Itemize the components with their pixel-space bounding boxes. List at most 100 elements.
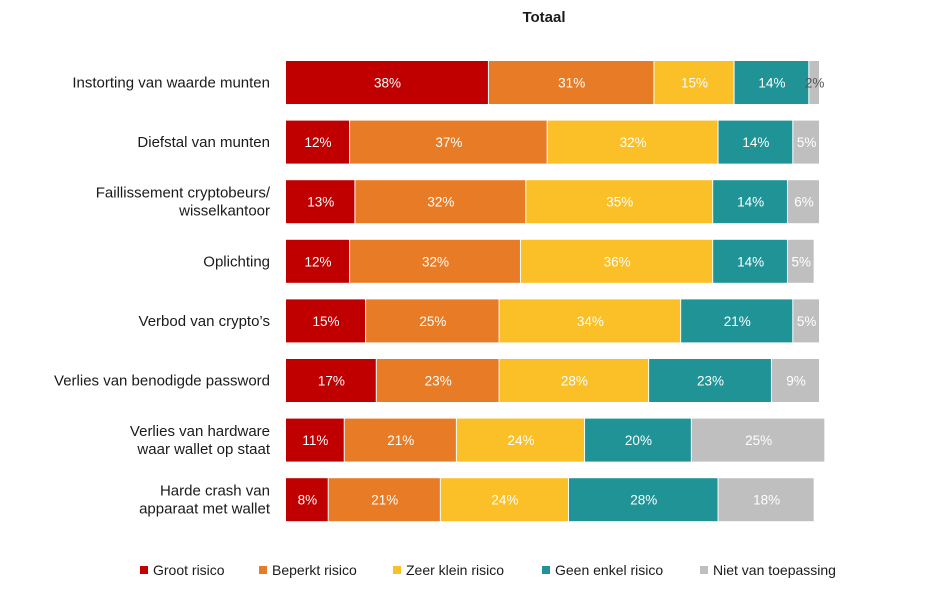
bar-segment <box>681 299 793 343</box>
bar-segment <box>350 120 547 164</box>
data-label: 5% <box>797 135 817 150</box>
legend-label: Zeer klein risico <box>406 562 504 578</box>
data-label: 2% <box>805 76 825 91</box>
bar-segment <box>718 478 814 522</box>
data-label: 8% <box>298 493 318 508</box>
bar-segment <box>286 61 488 104</box>
data-label: 34% <box>577 314 604 329</box>
data-label: 11% <box>302 433 328 448</box>
bar-segment <box>366 299 499 343</box>
data-label: 32% <box>422 254 449 269</box>
data-label: 35% <box>606 195 633 210</box>
category-label: Harde crash van <box>160 483 270 500</box>
data-label: 12% <box>305 135 332 150</box>
bar-segment <box>456 418 585 462</box>
bar-segment <box>286 478 328 522</box>
bar-segment <box>787 180 819 224</box>
bar-segment <box>654 61 734 104</box>
category-label: Instorting van waarde munten <box>72 75 270 92</box>
bar-segment <box>350 239 520 283</box>
bar-segment <box>286 239 350 283</box>
legend-swatch <box>542 566 550 574</box>
bar-segment <box>526 180 713 224</box>
category-label: Oplichting <box>203 253 270 270</box>
bars-group: 38% 31% 15% 14% 2% 12% 37% 32% 14% 5% 13% 32% 35% 14%… <box>286 61 825 522</box>
data-label: 14% <box>742 135 769 150</box>
category-label: wisselkantoor <box>178 203 270 220</box>
bar-segment <box>713 239 787 283</box>
legend-swatch <box>259 566 267 574</box>
category-label: Verbod van crypto’s <box>139 313 270 330</box>
legend-label: Beperkt risico <box>272 562 357 578</box>
data-label: 23% <box>697 374 724 389</box>
data-label: 32% <box>427 195 454 210</box>
bar-segment <box>344 418 456 462</box>
bar-segment <box>440 478 569 522</box>
data-label: 21% <box>724 314 751 329</box>
chart-title: Totaal <box>522 9 565 26</box>
bar-segment <box>793 299 819 343</box>
bar-segment <box>691 418 825 462</box>
data-label: 15% <box>681 76 708 91</box>
category-label: apparaat met wallet <box>139 501 271 518</box>
data-label: 38% <box>374 76 401 91</box>
legend-label: Niet van toepassing <box>713 562 836 578</box>
bar-segment <box>286 180 355 224</box>
category-label: Verlies van benodigde password <box>54 373 270 390</box>
bar-segment <box>286 299 366 343</box>
bar-segment <box>499 359 649 402</box>
data-label: 13% <box>307 195 334 210</box>
category-label: Faillissement cryptobeurs/ <box>96 185 271 202</box>
legend-swatch <box>393 566 401 574</box>
bar-segment <box>547 120 718 164</box>
category-label: Diefstal van munten <box>137 134 270 151</box>
bar-segment <box>286 418 344 462</box>
data-label: 31% <box>558 76 585 91</box>
legend-label: Groot risico <box>153 562 225 578</box>
bar-segment <box>286 120 350 164</box>
data-label: 25% <box>745 433 772 448</box>
data-label: 28% <box>561 374 588 389</box>
bar-segment <box>734 61 809 104</box>
category-label: Verlies van hardware <box>130 423 270 440</box>
bar-segment <box>793 120 819 164</box>
bar-segment <box>649 359 771 402</box>
bar-segment <box>771 359 819 402</box>
data-label: 21% <box>387 433 414 448</box>
bar-segment <box>488 61 654 104</box>
bar-segment <box>520 239 713 283</box>
bar-segment <box>718 120 793 164</box>
data-label: 18% <box>753 493 780 508</box>
bar-segment <box>286 359 376 402</box>
data-label: 14% <box>737 195 764 210</box>
bar-segment <box>328 478 440 522</box>
data-label: 24% <box>491 493 518 508</box>
data-label: 14% <box>758 76 785 91</box>
data-label: 24% <box>507 433 534 448</box>
bar-segment <box>713 180 787 224</box>
legend-swatch <box>700 566 708 574</box>
bar-segment <box>569 478 718 522</box>
data-label: 25% <box>419 314 446 329</box>
bar-segment <box>585 418 691 462</box>
data-label: 14% <box>737 254 764 269</box>
data-label: 28% <box>630 493 657 508</box>
category-labels: Instorting van waarde munten Diefstal van… <box>54 75 271 518</box>
legend-swatch <box>140 566 148 574</box>
data-label: 32% <box>620 135 647 150</box>
data-label: 37% <box>435 135 462 150</box>
bar-segment <box>809 61 819 104</box>
data-label: 36% <box>604 254 631 269</box>
data-label: 15% <box>313 314 340 329</box>
data-label: 21% <box>371 493 398 508</box>
data-label: 6% <box>794 195 814 210</box>
bar-segment <box>376 359 499 402</box>
data-label: 5% <box>792 254 812 269</box>
bar-segment <box>499 299 681 343</box>
data-label: 12% <box>305 254 332 269</box>
data-label: 5% <box>797 314 817 329</box>
bar-segment <box>787 239 814 283</box>
category-label: waar wallet op staat <box>136 441 270 458</box>
data-label: 9% <box>786 374 806 389</box>
